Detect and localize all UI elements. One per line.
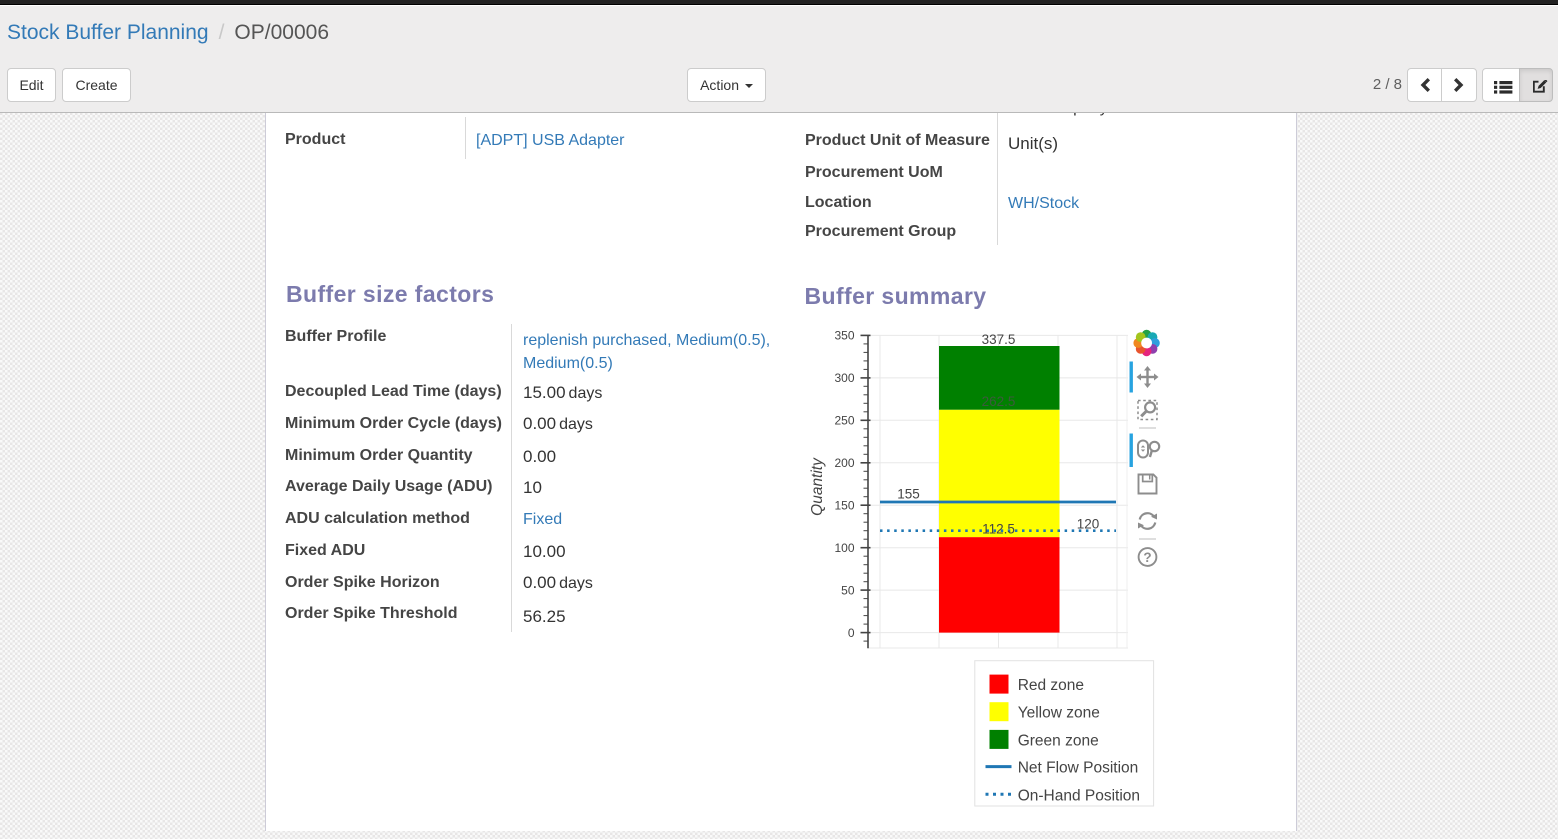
svg-text:337.5: 337.5 — [982, 332, 1016, 347]
svg-text:Yellow zone: Yellow zone — [1018, 705, 1100, 722]
svg-text:250: 250 — [834, 414, 854, 428]
svg-text:112.5: 112.5 — [982, 522, 1015, 537]
svg-text:0: 0 — [848, 626, 855, 640]
svg-text:Red zone: Red zone — [1018, 677, 1084, 694]
svg-text:Net Flow Position: Net Flow Position — [1018, 760, 1139, 777]
svg-text:200: 200 — [834, 456, 854, 470]
svg-text:150: 150 — [834, 498, 854, 512]
svg-text:50: 50 — [841, 583, 855, 597]
svg-text:Quantity: Quantity — [809, 457, 826, 516]
svg-text:155: 155 — [897, 487, 920, 502]
svg-text:120: 120 — [1077, 517, 1100, 532]
svg-text:300: 300 — [834, 371, 854, 385]
svg-text:100: 100 — [834, 541, 854, 555]
svg-text:On-Hand Position: On-Hand Position — [1018, 787, 1140, 804]
svg-text:262.5: 262.5 — [982, 394, 1016, 409]
svg-text:350: 350 — [834, 329, 854, 343]
svg-text:Green zone: Green zone — [1018, 732, 1099, 749]
svg-text:?: ? — [1143, 550, 1151, 565]
